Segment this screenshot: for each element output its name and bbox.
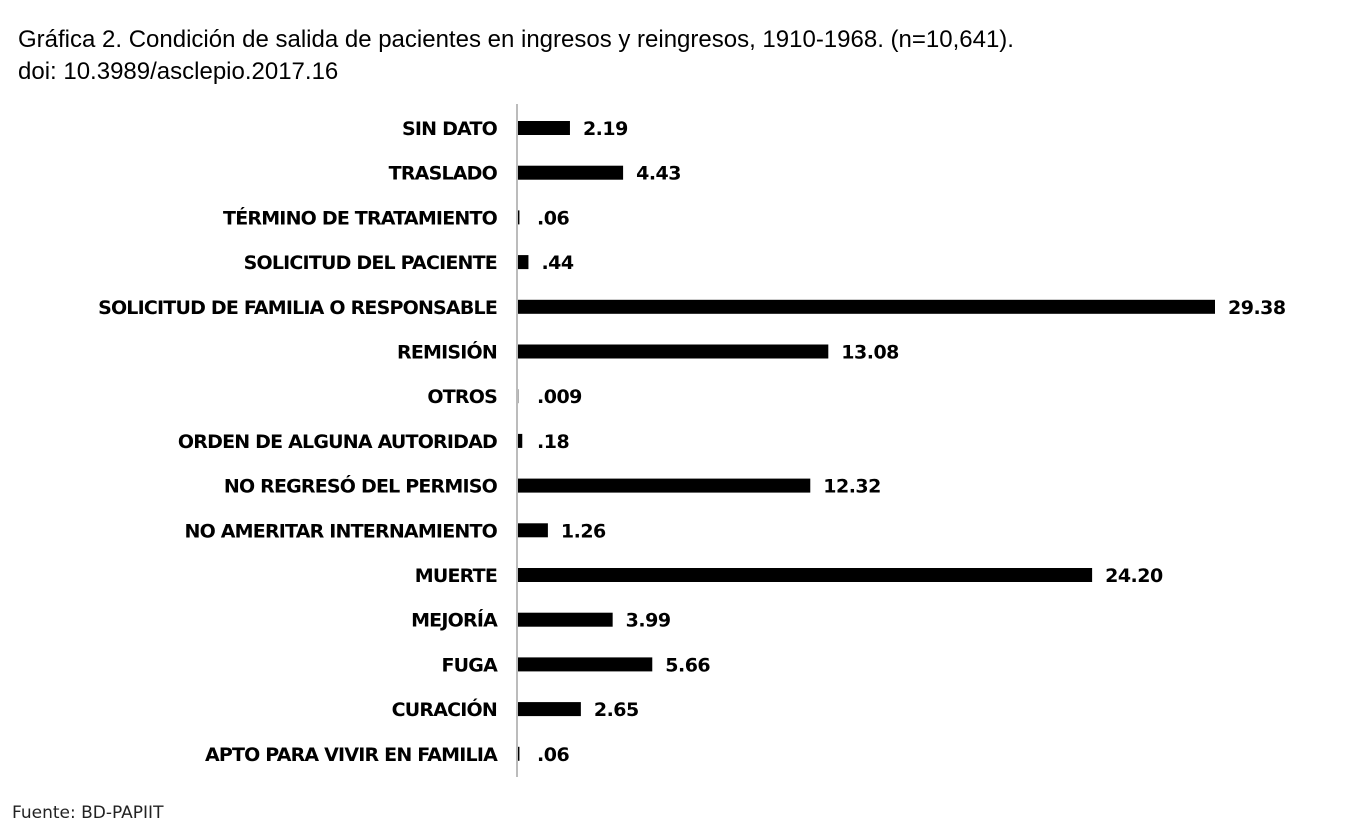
category-label: CURACIÓN bbox=[392, 697, 497, 721]
data-label: 12.32 bbox=[823, 476, 881, 498]
category-label: OTROS bbox=[427, 386, 497, 408]
source-footer: Fuente: BD-PAPIIT bbox=[12, 803, 164, 823]
category-label: SOLICITUD DE FAMILIA O RESPONSABLE bbox=[98, 297, 497, 319]
bar bbox=[518, 478, 811, 493]
bars-layer: SIN DATO 2.19 TRASLADO 4.43 TÉRMINO DE TRATA… bbox=[98, 118, 1286, 766]
bar bbox=[518, 523, 548, 538]
category-label: ORDEN DE ALGUNA AUTORIDAD bbox=[178, 431, 497, 453]
category-label: SOLICITUD DEL PACIENTE bbox=[244, 252, 497, 274]
category-label: MEJORÍA bbox=[411, 609, 498, 632]
chart-doi: doi: 10.3989/asclepio.2017.16 bbox=[18, 58, 339, 85]
category-label: FUGA bbox=[441, 654, 498, 676]
bar bbox=[518, 433, 523, 448]
chart-title: Gráfica 2. Condición de salida de pacien… bbox=[18, 26, 1014, 53]
data-label: 2.19 bbox=[583, 118, 628, 140]
category-label: SIN DATO bbox=[402, 118, 498, 140]
category-label: REMISIÓN bbox=[397, 340, 497, 364]
data-label: .44 bbox=[541, 252, 573, 274]
data-label: 29.38 bbox=[1228, 297, 1286, 319]
data-label: 1.26 bbox=[561, 520, 606, 542]
bar bbox=[518, 121, 570, 135]
category-label: TRASLADO bbox=[389, 163, 498, 185]
category-label: APTO PARA VIVIR EN FAMILIA bbox=[205, 744, 498, 766]
bar bbox=[518, 299, 1215, 314]
bar bbox=[518, 568, 1093, 582]
category-label: NO AMERITAR INTERNAMIENTO bbox=[184, 520, 497, 542]
data-label: 24.20 bbox=[1105, 565, 1163, 587]
bar bbox=[518, 165, 624, 180]
category-label: TÉRMINO DE TRATAMIENTO bbox=[223, 206, 498, 229]
category-label: MUERTE bbox=[415, 565, 497, 587]
bar bbox=[518, 746, 520, 761]
data-label: .18 bbox=[537, 431, 569, 453]
data-label: 4.43 bbox=[636, 163, 681, 185]
bar bbox=[518, 255, 529, 270]
chart-title-block: Gráfica 2. Condición de salida de pacien… bbox=[18, 24, 1318, 88]
bar bbox=[518, 657, 653, 672]
data-label: .009 bbox=[537, 386, 582, 408]
bar bbox=[518, 344, 829, 359]
bar bbox=[518, 612, 613, 627]
data-label: 13.08 bbox=[841, 342, 899, 364]
bar bbox=[518, 210, 520, 225]
data-label: 5.66 bbox=[665, 654, 710, 676]
data-label: .06 bbox=[537, 744, 569, 766]
data-label: 2.65 bbox=[594, 699, 639, 721]
bar bbox=[518, 702, 581, 717]
data-label: .06 bbox=[537, 207, 569, 229]
category-label: NO REGRESÓ DEL PERMISO bbox=[224, 474, 498, 498]
data-label: 3.99 bbox=[626, 610, 671, 632]
